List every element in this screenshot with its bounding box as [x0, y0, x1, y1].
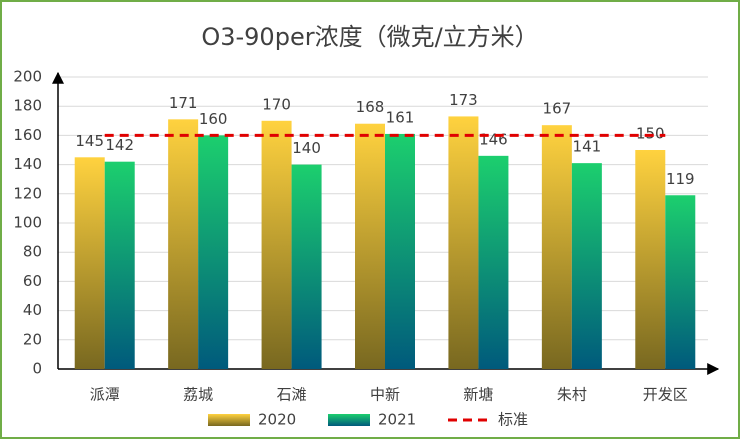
x-tick-label: 朱村: [557, 386, 587, 404]
bar: [355, 123, 385, 369]
x-tick-label: 荔城: [183, 386, 213, 404]
x-tick-label: 开发区: [643, 386, 688, 404]
legend-swatch: [208, 414, 250, 426]
x-tick-label: 新塘: [463, 386, 493, 404]
y-tick-label: 180: [13, 97, 42, 115]
data-label: 161: [386, 108, 415, 126]
data-label: 168: [356, 98, 385, 116]
y-tick-label: 80: [23, 243, 42, 261]
legend-label: 标准: [498, 411, 528, 429]
x-tick-label: 派潭: [90, 386, 120, 404]
y-tick-label: 60: [23, 272, 42, 290]
bar: [168, 119, 199, 369]
bar: [571, 163, 602, 369]
bar: [635, 150, 666, 369]
data-label: 140: [292, 139, 321, 157]
y-tick-label: 120: [13, 184, 42, 202]
y-tick-label: 40: [23, 301, 42, 319]
y-tick-label: 100: [13, 214, 42, 232]
bar: [74, 157, 105, 369]
bar: [478, 155, 509, 369]
data-label: 173: [449, 91, 478, 109]
y-tick-label: 200: [13, 68, 42, 86]
legend-swatch: [328, 414, 370, 426]
bar: [261, 120, 292, 369]
chart-title: O3-90per浓度（微克/立方米）: [201, 23, 538, 51]
y-tick-label: 160: [13, 126, 42, 144]
data-label: 141: [573, 138, 602, 156]
bar: [104, 161, 135, 369]
data-label: 146: [479, 130, 508, 148]
x-tick-label: 中新: [370, 386, 400, 404]
data-label: 171: [169, 94, 198, 112]
data-label: 160: [199, 110, 228, 128]
bar: [198, 135, 229, 369]
x-tick-label: 石滩: [277, 386, 307, 404]
bar: [665, 195, 696, 369]
y-tick-label: 0: [32, 360, 42, 378]
data-label: 170: [262, 95, 291, 113]
data-label: 150: [636, 125, 665, 143]
data-label: 142: [105, 136, 134, 154]
bar: [291, 164, 322, 369]
y-tick-label: 20: [23, 330, 42, 348]
legend-label: 2021: [378, 411, 416, 429]
data-label: 167: [543, 100, 572, 118]
bar: [448, 116, 479, 369]
data-label: 145: [75, 132, 104, 150]
legend-label: 2020: [258, 411, 296, 429]
y-tick-label: 140: [13, 155, 42, 173]
data-label: 119: [666, 170, 695, 188]
bar: [541, 125, 572, 370]
bar: [385, 133, 415, 369]
